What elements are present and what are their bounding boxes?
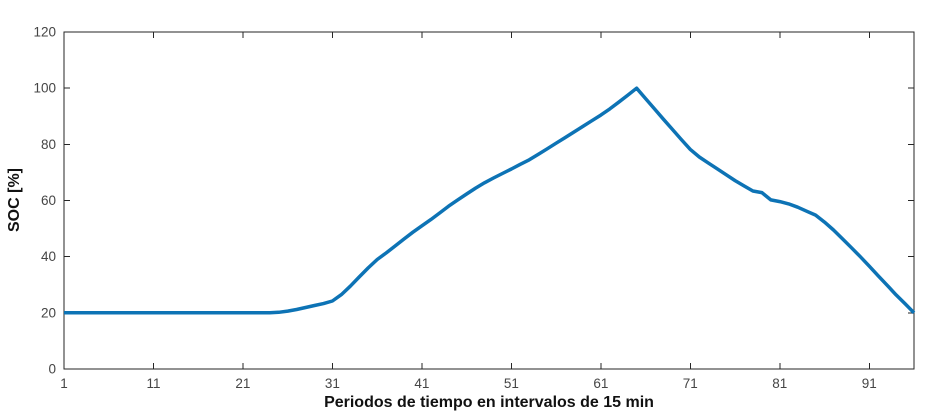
y-tick-label: 40 [41,249,56,264]
y-tick-label: 0 [48,362,56,377]
x-tick-label: 61 [593,376,608,391]
y-tick-label: 20 [41,305,56,320]
x-tick-label: 41 [414,376,429,391]
x-tick-label: 1 [60,376,68,391]
y-tick-label: 100 [33,81,56,96]
x-axis-label: Periodos de tiempo en intervalos de 15 m… [324,394,654,411]
y-tick-label: 80 [41,137,56,152]
x-tick-label: 51 [504,376,519,391]
plot-box [63,31,915,370]
x-tick-label: 31 [325,376,340,391]
y-tick-label: 60 [41,193,56,208]
soc-line [64,86,916,315]
x-tick-label: 21 [235,376,250,391]
y-tick-label: 120 [33,25,56,40]
x-tick-label: 81 [772,376,787,391]
x-tick-label: 11 [146,376,160,391]
x-tick-label: 71 [683,376,698,391]
x-tick-label: 91 [862,376,877,391]
y-axis-label: SOC [%] [6,168,23,232]
